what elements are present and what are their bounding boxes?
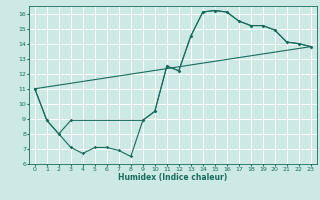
X-axis label: Humidex (Indice chaleur): Humidex (Indice chaleur) [118,173,228,182]
